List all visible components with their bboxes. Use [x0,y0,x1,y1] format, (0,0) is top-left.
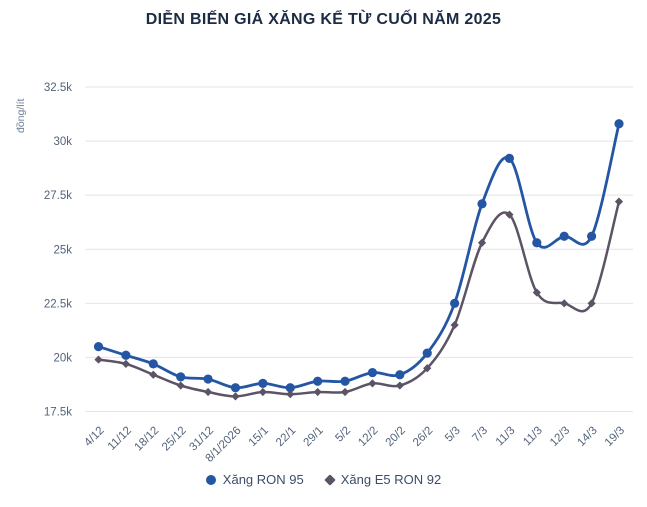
x-tick-17-12/3: 12/3 [548,425,572,449]
x-tick-14-7/3: 7/3 [470,425,490,445]
point-xang-ron-95-18/12[interactable] [148,359,158,369]
legend-item-xang-e5-ron-92[interactable]: Xăng E5 RON 92 [324,472,442,487]
y-tick-32.5k: 32.5k [44,82,72,94]
point-xang-e5-ron-92-7/3[interactable] [477,238,487,247]
x-tick-11-20/2: 20/2 [384,425,408,449]
x-tick-19-19/3: 19/3 [603,425,627,449]
point-xang-e5-ron-92-31/12[interactable] [203,387,213,397]
point-xang-ron-95-11/3[interactable] [532,238,542,248]
point-xang-ron-95-12/3[interactable] [559,231,569,241]
y-axis-tick-labels: 17.5k 20k 22.5k 25k 27.5k 30k 32.5k [44,82,72,419]
series-xang-ron-95[interactable] [93,119,624,393]
y-axis-label: đồng/lít [15,98,27,133]
x-tick-1-11/12: 11/12 [106,425,134,453]
point-xang-ron-95-25/12[interactable] [176,372,186,382]
point-xang-e5-ron-92-11/3[interactable] [532,288,541,297]
x-tick-13-5/3: 5/3 [443,425,463,445]
point-xang-e5-ron-92-4/12[interactable] [94,355,103,364]
x-tick-18-14/3: 14/3 [575,425,599,449]
point-xang-ron-95-31/12[interactable] [203,374,213,384]
point-xang-ron-95-15/1[interactable] [258,378,268,388]
point-xang-e5-ron-92-19/3[interactable] [614,197,624,206]
x-tick-3-25/12: 25/12 [160,425,189,454]
x-tick-9-5/2: 5/2 [333,425,353,445]
x-tick-16-11/3: 11/3 [521,425,545,449]
ron95-circle-marker-icon [205,474,216,485]
x-tick-12-26/2: 26/2 [411,425,435,449]
point-xang-e5-ron-92-11/12[interactable] [121,359,130,369]
x-tick-0-4/12: 4/12 [82,425,106,449]
gridlines [85,86,633,412]
point-xang-e5-ron-92-29/1[interactable] [313,387,322,397]
legend-item-xang-ron-95[interactable]: Xăng RON 95 [205,472,304,487]
point-xang-ron-95-12/2[interactable] [367,367,378,378]
chart-legend: Xăng RON 95 Xăng E5 RON 92 [0,472,647,487]
point-xang-ron-95-20/2[interactable] [395,370,405,380]
x-tick-2-18/12: 18/12 [133,425,162,454]
y-tick-22.5k: 22.5k [44,298,72,310]
point-xang-ron-95-4/12[interactable] [93,342,104,352]
point-xang-ron-95-8/1/2026[interactable] [230,383,241,393]
legend-label-e5-ron92: Xăng E5 RON 92 [340,472,442,487]
y-tick-25k: 25k [53,244,72,256]
y-tick-30k: 30k [53,136,72,148]
point-xang-ron-95-7/3[interactable] [477,199,487,209]
x-tick-7-22/1: 22/1 [274,425,298,449]
x-tick-15-11/3: 11/3 [494,425,518,449]
e5-diamond-marker-icon [324,473,336,486]
point-xang-ron-95-5/2[interactable] [340,376,350,386]
point-xang-e5-ron-92-20/2[interactable] [395,381,404,390]
y-tick-17.5k: 17.5k [44,407,72,419]
series-xang-e5-ron-92[interactable] [94,197,624,401]
point-xang-e5-ron-92-8/1/2026[interactable] [231,392,240,401]
point-xang-ron-95-29/1[interactable] [313,376,323,386]
point-xang-ron-95-5/3[interactable] [450,298,460,308]
chart-title: DIỄN BIẾN GIÁ XĂNG KỂ TỪ CUỐI NĂM 2025 [145,11,502,28]
point-xang-e5-ron-92-12/3[interactable] [560,299,569,308]
point-xang-e5-ron-92-18/12[interactable] [149,370,158,379]
y-tick-27.5k: 27.5k [44,190,72,202]
point-xang-ron-95-14/3[interactable] [587,231,597,241]
point-xang-e5-ron-92-26/2[interactable] [423,364,432,373]
series-line-xang-ron-95 [97,122,621,390]
point-xang-ron-95-26/2[interactable] [422,348,432,358]
x-tick-6-15/1: 15/1 [247,425,271,449]
point-xang-e5-ron-92-5/2[interactable] [340,387,350,397]
y-tick-20k: 20k [53,352,72,364]
x-tick-8-29/1: 29/1 [301,425,325,449]
point-xang-ron-95-11/3[interactable] [504,153,515,163]
point-xang-ron-95-22/1[interactable] [285,383,295,393]
point-xang-e5-ron-92-12/2[interactable] [368,379,377,388]
x-tick-10-12/2: 12/2 [356,425,380,449]
point-xang-e5-ron-92-14/3[interactable] [587,299,596,308]
point-xang-ron-95-11/12[interactable] [121,350,131,360]
legend-label-ron95: Xăng RON 95 [222,472,304,487]
point-xang-e5-ron-92-5/3[interactable] [450,320,459,330]
point-xang-e5-ron-92-15/1[interactable] [258,387,267,397]
point-xang-e5-ron-92-25/12[interactable] [176,381,185,390]
series-line-xang-e5-ron-92 [97,200,621,398]
point-xang-e5-ron-92-22/1[interactable] [286,390,295,399]
point-xang-e5-ron-92-11/3[interactable] [505,210,514,219]
point-xang-ron-95-19/3[interactable] [614,119,624,129]
